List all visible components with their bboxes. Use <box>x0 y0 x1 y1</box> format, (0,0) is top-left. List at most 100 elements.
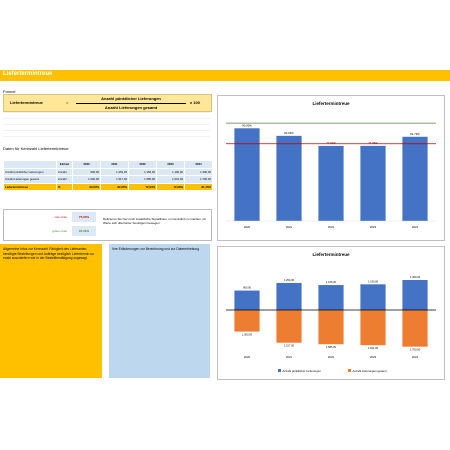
chart2-title: Liefertermintreue <box>312 252 350 257</box>
chart2-data-label: 1.254,00 <box>284 278 295 282</box>
formula-equals: = <box>66 100 69 105</box>
chart1-frame: Liefertermintreue 90,00% 2020 82,66% 2021 72,… <box>217 95 445 241</box>
chart2-legend-swatch <box>348 369 351 372</box>
data-table: Einheit 2020 2021 2022 2023 2024 Anzahl … <box>3 160 213 191</box>
chart1-bar <box>276 135 302 221</box>
chart2-bar <box>276 282 302 310</box>
chart1-x-tick-label: 2022 <box>328 225 335 229</box>
chart2-data-label: 1.390,00 <box>410 275 421 279</box>
chart1-x-tick-label: 2024 <box>412 225 419 229</box>
chart2-x-tick-label: 2022 <box>328 355 335 359</box>
chart2-data-label: 1.585,00 <box>326 345 337 349</box>
table-cell: Liefertermintreue <box>3 182 57 191</box>
table-header-cell: Einheit <box>56 160 73 169</box>
table-cell: 1.390,00 <box>184 167 213 176</box>
chart2-bar <box>402 310 428 347</box>
table-cell: 900,00 <box>72 167 101 176</box>
target-lines-box <box>3 209 212 241</box>
table-cell: 1.631,00 <box>156 175 185 184</box>
table-cell: 1.585,00 <box>128 175 157 184</box>
chart2-legend-label: Anzahl Lieferungen gesamt <box>353 369 387 373</box>
table-row: Liefertermintreue % 90,00% 82,66% 72,93%… <box>3 182 213 191</box>
chart2-data-label: 1.517,00 <box>284 344 295 348</box>
chart1-bar <box>360 145 386 221</box>
table-header-cell: 2023 <box>156 160 185 169</box>
table-cell: Anzahl <box>56 175 73 184</box>
chart1-bar <box>234 128 260 221</box>
chart2-bar <box>234 310 260 332</box>
chart2-data-label: 1.000,00 <box>242 333 253 337</box>
chart1-bar <box>318 145 344 221</box>
chart1-data-label: 90,00% <box>242 123 252 127</box>
empty-grid-area <box>3 112 210 142</box>
table-cell: 1.254,00 <box>100 167 129 176</box>
fraction-line <box>76 103 186 104</box>
chart2-frame: Liefertermintreue 900,00 1.254,00 1.156,00 1… <box>217 246 445 380</box>
chart1-data-label: 72,93% <box>326 141 336 145</box>
green-line-label: grüne Linie <box>52 229 67 233</box>
chart2-legend-label: Anzahl pünktlicher Lieferungen <box>283 369 322 373</box>
title-bar: Liefertermintreue <box>0 70 450 81</box>
hint-text[interactable]: Ihre Erläuterungen zur Berechnung und zu… <box>112 247 200 251</box>
table-header-cell <box>3 160 57 169</box>
info-box: Allgemeine Infos zur Kennzahl: Fähigkeit… <box>0 244 102 378</box>
chart2-bar <box>276 310 302 343</box>
chart2-x-tick-label: 2024 <box>412 355 419 359</box>
table-cell: 72,96% <box>156 182 185 191</box>
table-header-cell: 2024 <box>184 160 213 169</box>
chart1-data-label: 72,96% <box>368 141 378 145</box>
table-header-row: Einheit 2020 2021 2022 2023 2024 <box>3 160 213 169</box>
chart2-bar <box>318 285 344 310</box>
chart2-x-tick-label: 2023 <box>370 355 377 359</box>
red-line-value[interactable]: 75,00% <box>72 212 96 222</box>
chart2-data-label: 1.700,00 <box>410 348 421 352</box>
formula-label: Formel <box>3 89 16 94</box>
formula-lhs: Liefertermintreue <box>10 100 43 105</box>
chart2-data-label: 1.190,00 <box>368 279 379 283</box>
target-lines-note: Definieren Sie hier noch zusätzliche Sig… <box>103 217 206 226</box>
table-row: Anzahl Lieferungen gesamt Anzahl 1.000,0… <box>3 175 213 184</box>
table-cell: 1.190,00 <box>156 167 185 176</box>
chart2-svg: Liefertermintreue 900,00 1.254,00 1.156,00 1… <box>226 252 436 373</box>
table-cell: 1.000,00 <box>72 175 101 184</box>
table-header-cell: 2021 <box>100 160 129 169</box>
table-cell: 82,66% <box>100 182 129 191</box>
formula-numerator: Anzahl pünktlicher Lieferungen <box>101 96 161 101</box>
chart2-data-label: 1.156,00 <box>326 280 337 284</box>
chart1-x-tick-label: 2020 <box>244 225 251 229</box>
formula-box: Liefertermintreue = Anzahl pünktlicher L… <box>3 94 212 112</box>
table-cell: 1.517,00 <box>100 175 129 184</box>
table-cell: Anzahl Lieferungen gesamt <box>3 175 57 184</box>
chart2-bar <box>318 310 344 345</box>
chart1-data-label: 82,66% <box>284 131 294 135</box>
chart2-x-tick-label: 2020 <box>244 355 251 359</box>
chart1-bar <box>402 136 428 221</box>
chart2-bar <box>402 280 428 310</box>
data-section-label: Daten für Kennzahl Liefertermintreue <box>3 146 69 151</box>
page-title: Liefertermintreue <box>3 71 53 77</box>
table-cell: 1.700,00 <box>184 175 213 184</box>
chart2-legend-swatch <box>278 369 281 372</box>
hint-box: Ihre Erläuterungen zur Berechnung und zu… <box>109 244 210 378</box>
chart2-bar <box>360 284 386 310</box>
chart2-bar <box>234 290 260 310</box>
formula-multiplier: x 100 <box>190 100 201 105</box>
table-cell: Anzahl <box>56 167 73 176</box>
chart1-svg: Liefertermintreue 90,00% 2020 82,66% 2021 72,… <box>226 101 436 229</box>
table-cell: 72,93% <box>128 182 157 191</box>
table-cell: 81,76% <box>184 182 213 191</box>
table-cell: Anzahl pünktlicher Lieferungen <box>3 167 57 176</box>
chart2-bar <box>360 310 386 346</box>
chart1-x-tick-label: 2021 <box>286 225 293 229</box>
chart1-data-label: 81,76% <box>410 132 420 136</box>
chart2-data-label: 900,00 <box>243 286 251 290</box>
chart1-title: Liefertermintreue <box>312 101 350 106</box>
table-cell: % <box>56 182 73 191</box>
table-header-cell: 2022 <box>128 160 157 169</box>
table-cell: 1.156,00 <box>128 167 157 176</box>
table-cell: 90,00% <box>72 182 101 191</box>
red-line-label: rote Linie <box>54 215 67 219</box>
table-row: Anzahl pünktlicher Lieferungen Anzahl 90… <box>3 167 213 176</box>
chart1-x-tick-label: 2023 <box>370 225 377 229</box>
green-line-value[interactable]: 95,00% <box>72 226 96 236</box>
